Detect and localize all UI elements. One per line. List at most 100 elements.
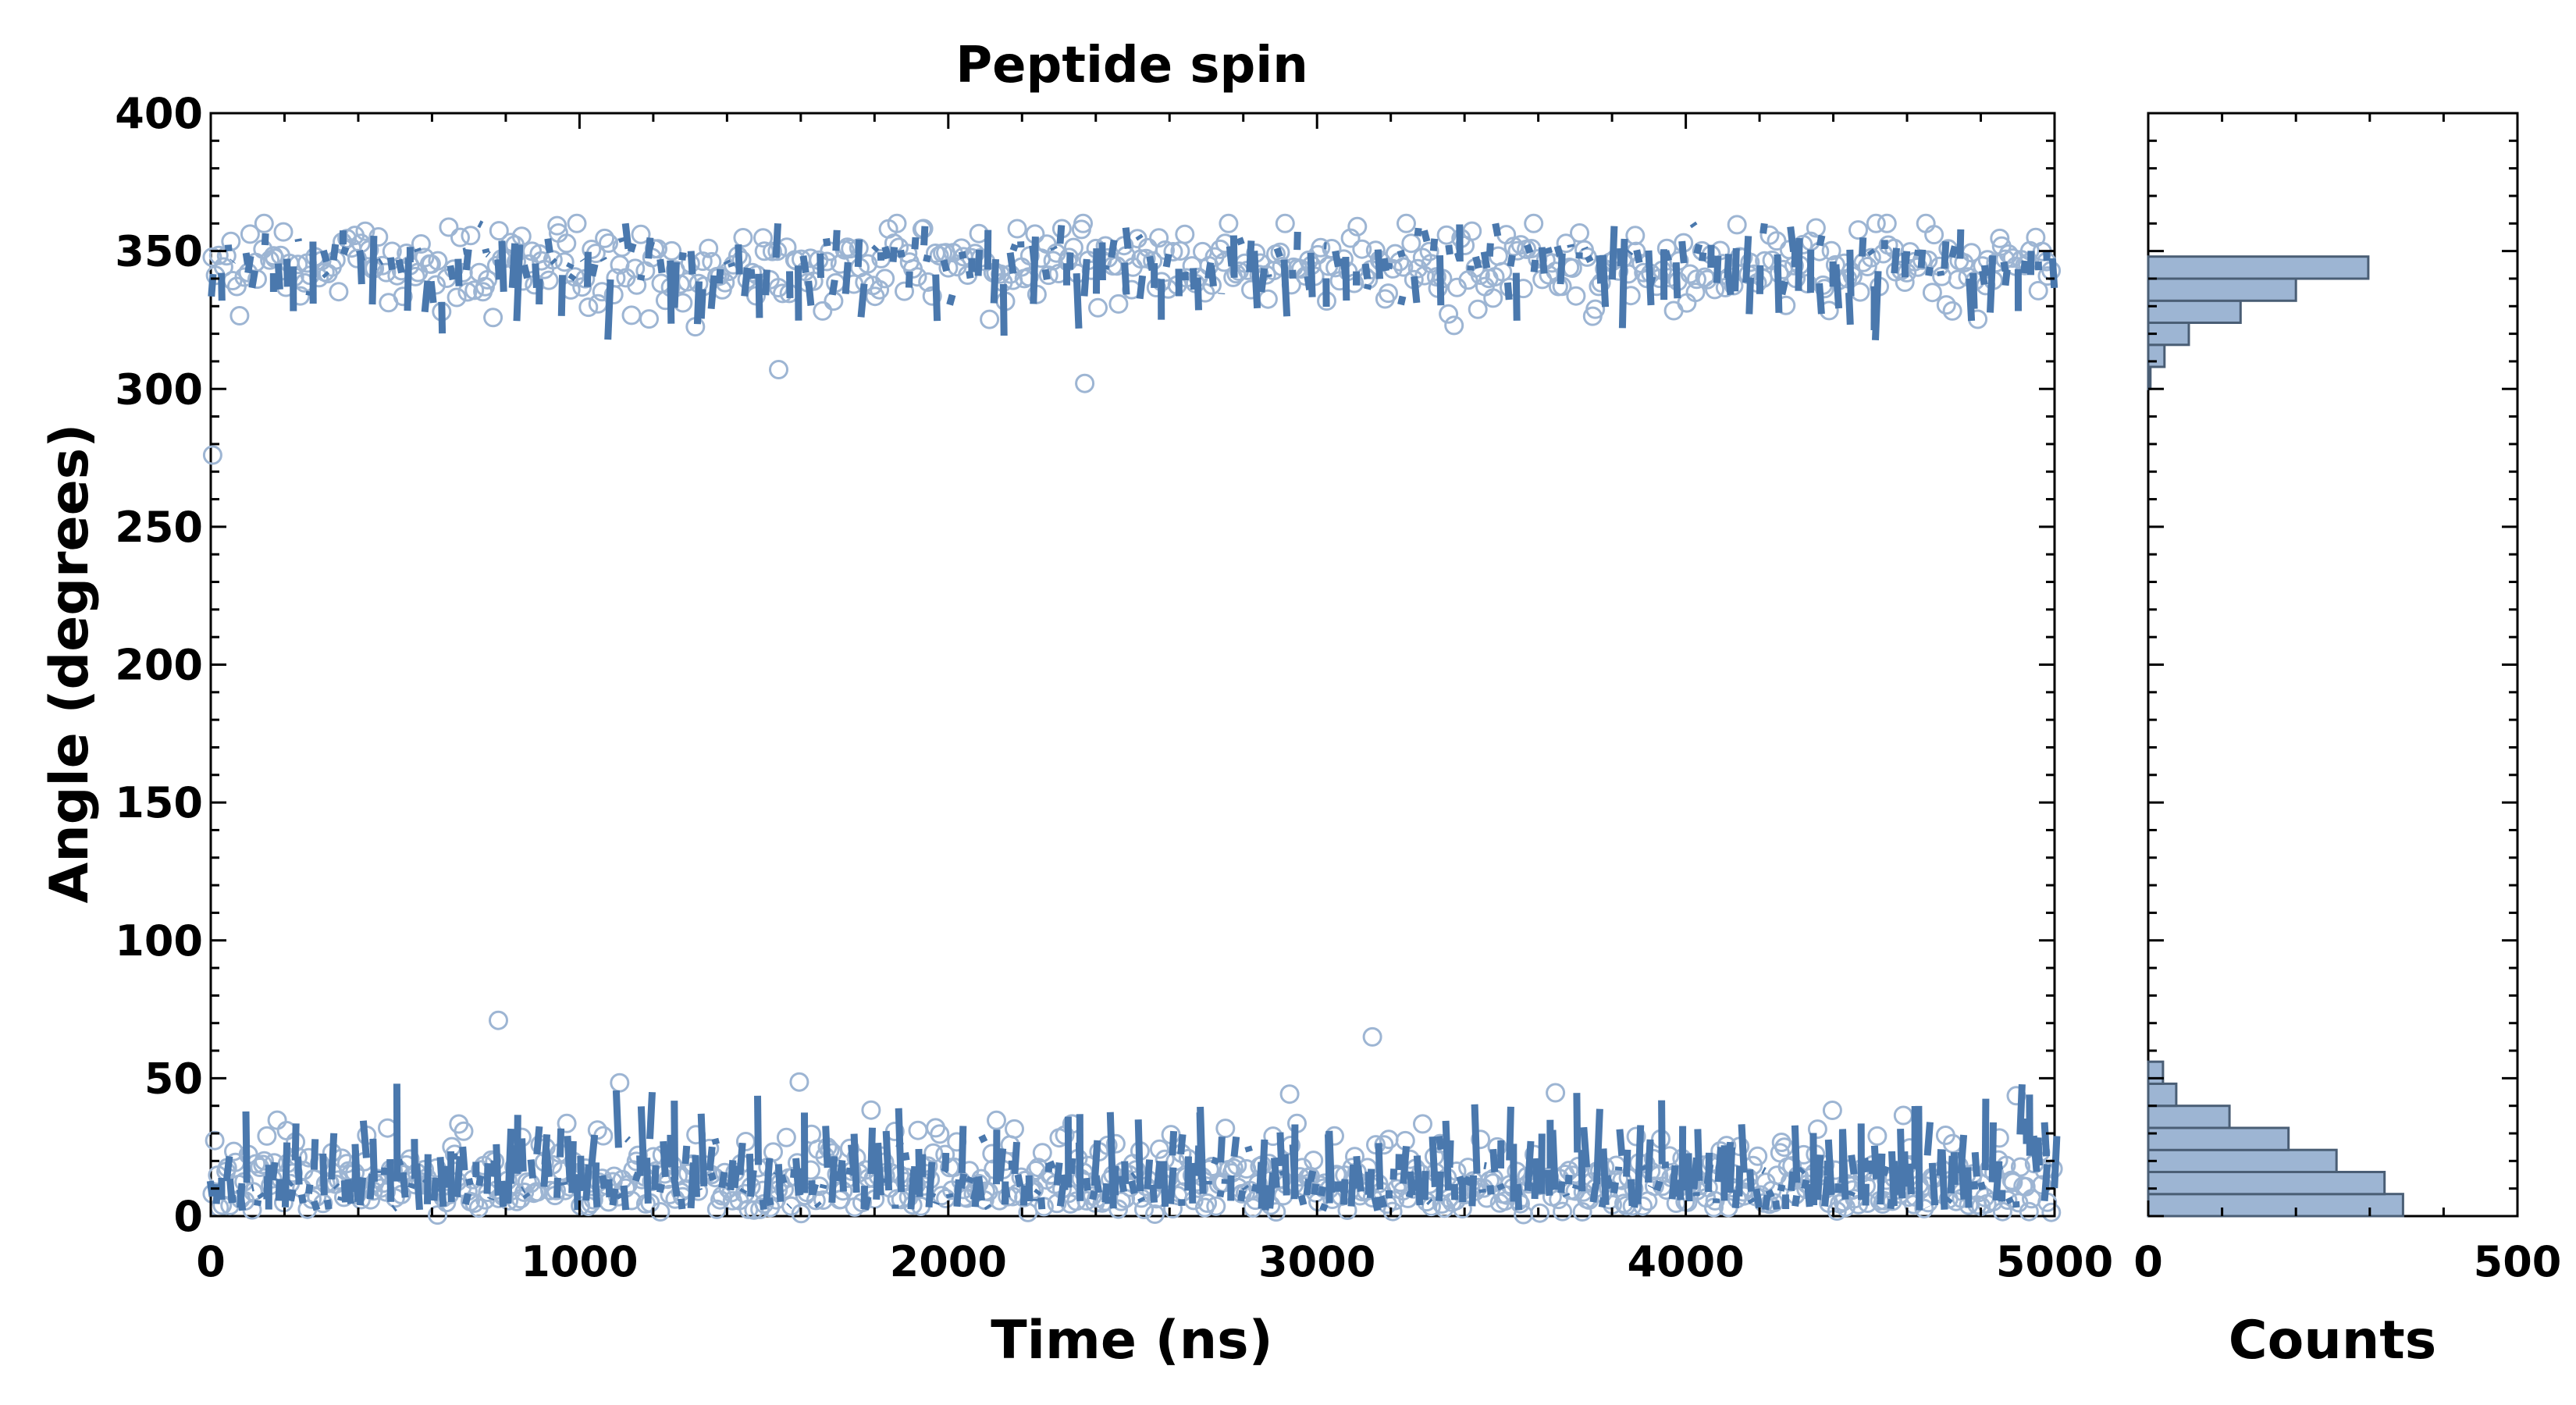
trace-segment xyxy=(945,1193,954,1199)
trace-segment xyxy=(1917,249,1927,269)
trace-segment xyxy=(319,249,330,263)
trace-segment xyxy=(723,259,731,265)
trace-segment xyxy=(1273,247,1283,258)
trace-segment xyxy=(1361,263,1372,280)
scatter-point xyxy=(662,240,682,261)
trace-segment xyxy=(1957,1151,1968,1200)
trace-segment xyxy=(1389,1168,1398,1180)
trace-segment xyxy=(328,1133,338,1180)
trace-segment xyxy=(465,1177,474,1186)
histogram-bar xyxy=(2147,277,2297,302)
trace-segment xyxy=(1941,241,1950,269)
hist-x-tick-label: 500 xyxy=(2474,1237,2562,1286)
trace-segment xyxy=(414,247,422,253)
trace-segment xyxy=(1848,1154,1858,1176)
scatter-point xyxy=(439,217,459,237)
scatter-point xyxy=(1814,279,1834,299)
trace-segment xyxy=(1436,1171,1444,1201)
trace-segment xyxy=(407,1182,416,1190)
histogram-bar xyxy=(2147,1126,2290,1151)
trace-segment xyxy=(1135,233,1144,241)
trace-segment xyxy=(1208,265,1217,287)
scatter-point xyxy=(753,228,773,248)
scatter-point xyxy=(1197,1193,1218,1213)
scatter-point xyxy=(803,271,824,291)
trace-segment xyxy=(727,1160,737,1191)
trace-segment xyxy=(1791,1195,1801,1207)
trace-segment xyxy=(1089,1190,1098,1200)
scatter-point xyxy=(1483,288,1503,308)
trace-segment xyxy=(579,257,587,262)
scatter-point xyxy=(247,269,267,290)
trace-segment xyxy=(1354,1165,1364,1193)
trace-segment xyxy=(932,274,941,322)
trace-segment xyxy=(1083,1177,1091,1191)
trace-segment xyxy=(1971,1151,1980,1177)
trace-segment xyxy=(493,1144,502,1196)
trace-segment xyxy=(612,1090,622,1148)
trace-segment xyxy=(1816,234,1826,247)
trace-segment xyxy=(1281,1154,1290,1196)
trace-segment xyxy=(1340,1179,1349,1205)
trace-segment xyxy=(589,263,599,277)
trace-segment xyxy=(1184,1156,1192,1191)
trace-segment xyxy=(1492,222,1502,237)
trace-segment xyxy=(1618,238,1628,329)
histogram-bar xyxy=(2147,255,2370,280)
scatter-point xyxy=(922,286,942,306)
trace-segment xyxy=(1068,1158,1076,1175)
trace-segment xyxy=(617,237,627,244)
trace-segment xyxy=(323,1199,333,1210)
trace-segment xyxy=(521,264,531,279)
trace-segment xyxy=(599,1175,608,1190)
trace-segment xyxy=(1463,1176,1473,1186)
trace-segment xyxy=(421,280,432,313)
trace-segment xyxy=(671,261,680,308)
scatter-point xyxy=(1149,228,1169,248)
trace-segment xyxy=(1821,1176,1831,1208)
trace-segment xyxy=(1948,245,1959,258)
trace-segment xyxy=(923,254,931,263)
trace-segment xyxy=(378,258,384,265)
x-tick-label: 4000 xyxy=(1627,1237,1744,1286)
trace-segment xyxy=(1866,248,1876,257)
scatter-point xyxy=(1866,213,1886,233)
scatter-point xyxy=(1108,293,1129,314)
trace-segment xyxy=(958,1173,968,1190)
scatter-point xyxy=(1382,1201,1403,1222)
trace-segment xyxy=(1872,271,1882,340)
scatter-point xyxy=(567,213,587,233)
trace-segment xyxy=(1429,1136,1439,1188)
trace-segment xyxy=(494,259,503,280)
trace-segment xyxy=(380,1167,389,1176)
scatter-point xyxy=(1414,265,1435,286)
trace-segment xyxy=(687,251,696,275)
trace-segment xyxy=(1397,249,1406,258)
trace-segment xyxy=(707,275,718,309)
scatter-point xyxy=(1163,242,1183,261)
trace-segment xyxy=(637,274,646,281)
trace-segment xyxy=(1297,1194,1308,1206)
trace-segment xyxy=(966,270,974,279)
scatter-point xyxy=(1005,1119,1024,1139)
trace-segment xyxy=(1913,249,1922,257)
trace-segment xyxy=(871,244,880,253)
x-tick-label: 1000 xyxy=(521,1237,638,1286)
scatter-point xyxy=(1626,1126,1646,1147)
trace-segment xyxy=(624,1136,632,1144)
trace-segment xyxy=(1503,282,1513,301)
histogram-bar xyxy=(2147,1104,2231,1129)
trace-segment xyxy=(1634,1125,1645,1204)
histogram-bar xyxy=(2147,1148,2338,1173)
trace-segment xyxy=(1307,1170,1317,1183)
trace-segment xyxy=(1557,1181,1566,1193)
scatter-point xyxy=(735,1132,756,1151)
trace-segment xyxy=(805,280,815,306)
trace-segment xyxy=(297,1193,307,1204)
trace-segment xyxy=(1108,239,1118,258)
trace-segment xyxy=(735,244,743,275)
scatter-point xyxy=(411,234,431,254)
trace-segment xyxy=(391,1204,397,1212)
histogram-x-ticks: 0 500 xyxy=(2133,113,2561,1286)
trace-segment xyxy=(1034,1188,1042,1196)
